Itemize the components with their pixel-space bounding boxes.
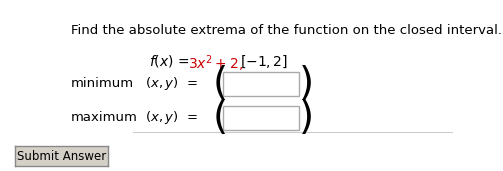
Text: (: (	[213, 65, 228, 103]
Text: $f(x)$ =: $f(x)$ =	[149, 53, 191, 69]
FancyBboxPatch shape	[223, 106, 299, 130]
Text: $3x^2 + 2,$: $3x^2 + 2,$	[188, 53, 243, 74]
Text: ): )	[299, 65, 314, 103]
FancyBboxPatch shape	[223, 72, 299, 96]
Text: Find the absolute extrema of the function on the closed interval.: Find the absolute extrema of the functio…	[70, 24, 501, 37]
Text: $[-1, 2]$: $[-1, 2]$	[240, 53, 288, 70]
Text: minimum: minimum	[70, 77, 134, 90]
Text: (: (	[213, 99, 228, 137]
Text: Submit Answer: Submit Answer	[17, 149, 106, 163]
Text: $(x, y)$  =: $(x, y)$ =	[145, 109, 198, 127]
Text: ): )	[299, 99, 314, 137]
Text: maximum: maximum	[70, 111, 137, 124]
Text: $(x, y)$  =: $(x, y)$ =	[145, 75, 198, 92]
